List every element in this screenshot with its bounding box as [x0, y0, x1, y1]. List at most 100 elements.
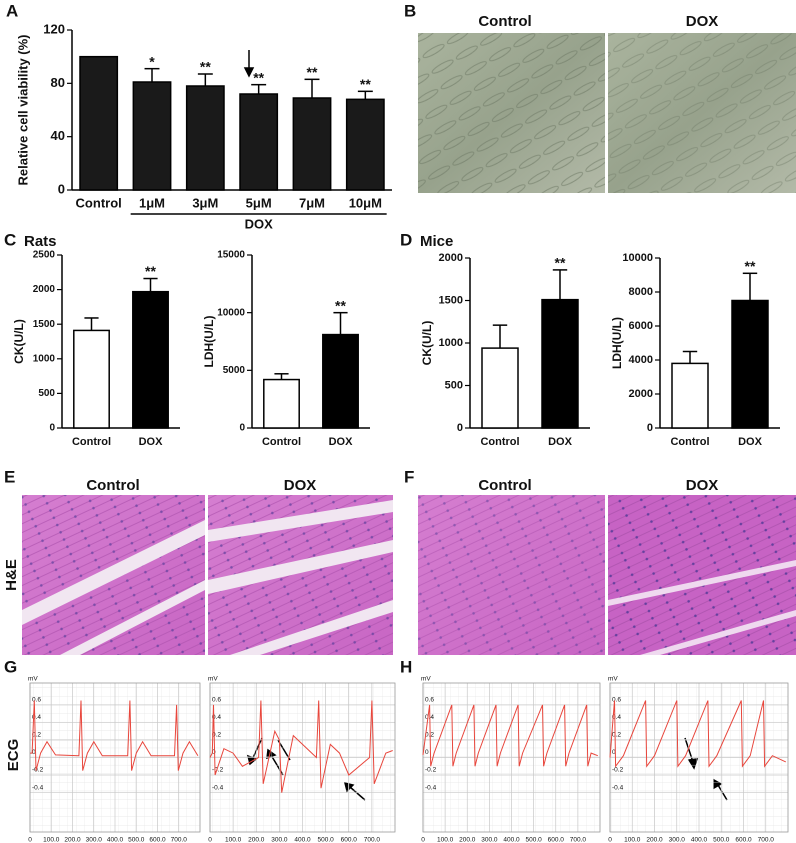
y-unit: mV	[208, 676, 218, 683]
y-tick-label: 0.2	[32, 732, 41, 739]
y-tick-label: 5000	[223, 365, 246, 376]
x-tick-label: 300.0	[481, 837, 498, 843]
side-label: H&E	[3, 559, 20, 591]
y-tick-label: 10000	[217, 307, 245, 318]
x-tick-label: 700.0	[364, 837, 381, 843]
panel-title: Rats	[24, 233, 57, 250]
x-tick-label: 3μM	[192, 195, 218, 210]
ecg-trace	[209, 700, 393, 793]
x-tick-label: 400.0	[691, 837, 708, 843]
x-tick-label: 500.0	[317, 837, 334, 843]
y-tick-label: 0.6	[212, 697, 221, 704]
y-unit: mV	[421, 676, 431, 683]
x-tick-label: 0	[208, 837, 212, 843]
x-tick-label: 300.0	[669, 837, 686, 843]
x-tick-label: 200.0	[248, 837, 265, 843]
ecg-trace	[30, 700, 199, 771]
y-tick-label: 0	[425, 749, 429, 756]
y-tick-label: 2500	[33, 250, 56, 261]
bar	[132, 81, 172, 191]
x-tick-label: 400.0	[503, 837, 520, 843]
x-tick-label: 0	[608, 837, 612, 843]
image-title: Control	[86, 477, 139, 494]
significance: **	[200, 59, 211, 75]
y-tick-label: 80	[51, 75, 65, 90]
y-tick-label: 0	[32, 749, 36, 756]
y-tick-label: 500	[445, 379, 463, 391]
y-tick-label: 0.2	[212, 732, 221, 739]
significance: **	[555, 255, 566, 271]
significance: **	[307, 64, 318, 80]
y-tick-label: -0.4	[425, 784, 437, 791]
panel-letter: B	[404, 1, 416, 20]
x-tick-label: Control	[480, 436, 519, 448]
y-tick-label: -0.2	[32, 767, 44, 774]
y-tick-label: 10000	[622, 252, 653, 264]
x-tick-label: 7μM	[299, 195, 325, 210]
y-tick-label: -0.2	[425, 767, 437, 774]
y-tick-label: -0.2	[212, 767, 224, 774]
x-tick-label: Control	[262, 436, 301, 448]
x-tick-label: DOX	[548, 436, 573, 448]
plot-frame	[29, 682, 201, 833]
x-tick-label: 500.0	[525, 837, 542, 843]
micrograph	[22, 33, 796, 655]
image-title: DOX	[686, 477, 719, 494]
bar	[185, 85, 225, 191]
bar	[322, 333, 359, 429]
y-tick-label: 500	[38, 388, 55, 399]
significance: **	[745, 258, 756, 274]
x-tick-label: DOX	[738, 436, 763, 448]
y-tick-label: 0.4	[612, 714, 621, 721]
panel-title: Mice	[420, 233, 453, 250]
x-tick-label: 500.0	[128, 837, 145, 843]
y-tick-label: 2000	[33, 284, 56, 295]
x-tick-label: 400.0	[107, 837, 124, 843]
x-tick-label: 0	[28, 837, 32, 843]
bar	[345, 98, 385, 191]
x-tick-label: 300.0	[86, 837, 103, 843]
panel-letter: G	[4, 657, 17, 676]
x-tick-label: 700.0	[758, 837, 775, 843]
y-tick-label: -0.4	[212, 784, 224, 791]
y-unit: mV	[608, 676, 618, 683]
bar	[79, 55, 119, 191]
bar	[481, 347, 519, 429]
x-tick-label: DOX	[329, 436, 354, 448]
x-tick-label: 1μM	[139, 195, 165, 210]
image-title: Control	[478, 477, 531, 494]
y-tick-label: 0	[58, 181, 65, 196]
x-tick-label: 100.0	[225, 837, 242, 843]
y-tick-label: 1500	[33, 319, 56, 330]
x-tick-label: 300.0	[271, 837, 288, 843]
bar	[132, 290, 169, 429]
y-tick-label: 15000	[217, 250, 245, 261]
x-tick-label: Control	[76, 195, 122, 210]
y-tick-label: 8000	[629, 286, 653, 298]
image-title: Control	[478, 13, 531, 30]
significance: **	[360, 76, 371, 92]
y-tick-label: 0	[212, 749, 216, 756]
x-tick-label: 600.0	[735, 837, 752, 843]
y-axis-label: LDH(U/L)	[202, 316, 216, 368]
y-tick-label: 0	[647, 422, 653, 434]
panel-letter: A	[6, 1, 18, 20]
y-tick-label: 0	[49, 423, 55, 434]
image-title: DOX	[686, 13, 719, 30]
x-tick-label: 200.0	[459, 837, 476, 843]
panel-letter: D	[400, 230, 412, 249]
x-tick-label: 100.0	[624, 837, 641, 843]
y-tick-label: 2000	[629, 388, 653, 400]
plot-frame	[422, 682, 601, 833]
group-label: DOX	[245, 216, 274, 231]
x-tick-label: Control	[72, 436, 111, 448]
y-tick-label: -0.2	[612, 767, 624, 774]
y-axis-label: CK(U/L)	[420, 321, 434, 366]
y-tick-label: 1000	[439, 337, 463, 349]
y-tick-label: 4000	[629, 354, 653, 366]
y-axis-label: CK(U/L)	[12, 319, 26, 364]
x-tick-label: 10μM	[349, 195, 382, 210]
ecg-trace	[609, 700, 787, 768]
significance: **	[253, 69, 264, 85]
x-tick-label: 500.0	[713, 837, 730, 843]
